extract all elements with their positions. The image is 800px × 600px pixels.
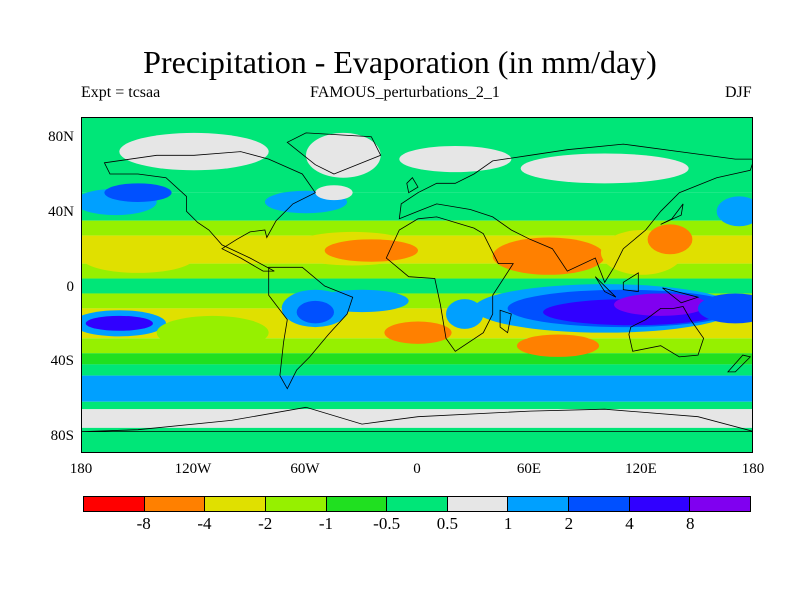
arctic-patch [306,132,381,178]
lat-tick-label: 0 [66,279,75,295]
colorbar-swatch [84,497,145,511]
lat-tick-label: 40N [48,204,74,220]
storm-track [716,196,752,227]
arctic-patch [119,132,269,171]
eurasia-outline [398,143,752,284]
lon-tick-label: 180 [741,461,765,477]
colorbar-swatch [569,497,630,511]
antarctica-outline [82,406,752,433]
britain-outline [406,177,419,194]
zonal-band [82,401,752,410]
madagascar-outline [499,309,512,334]
lon-tick-label: 0 [413,461,421,477]
dry-zone [492,237,605,275]
zonal-band [82,353,752,365]
lon-tick-label: 120E [625,461,657,477]
south-america-outline [268,266,354,390]
colorbar-label: -4 [197,514,212,533]
colorbar-label: 2 [564,514,574,533]
season-label: DJF [725,84,752,101]
lon-tick-label: 180 [69,461,93,477]
precipitation-map [81,117,753,453]
colorbar-label: -0.5 [373,514,401,533]
itcz-band [614,293,708,316]
storm-track [104,183,172,202]
map-field [82,118,752,452]
amazon [296,300,334,324]
colorbar-label: 1 [503,514,513,533]
lat-tick-label: 80S [50,428,74,444]
colorbar-label: 0.5 [436,514,458,533]
chart-title: Precipitation - Evaporation (in mm/day) [143,44,657,80]
lon-tick-label: 120W [174,461,212,477]
sumatra-outline [594,276,617,298]
japan-outline [660,203,684,225]
colorbar-label: 4 [625,514,634,533]
zonal-band [82,364,752,376]
new-zealand-outline [727,354,752,373]
zonal-band [82,375,752,402]
southern-dry [384,321,452,344]
lon-tick-label: 60W [290,461,320,477]
new-guinea-outline [662,287,700,304]
greenland-outline [286,132,382,175]
experiment-label: Expt = tcsaa [81,84,161,101]
dry-zone [647,224,693,255]
africa-outline [385,216,514,352]
colorbar [83,496,751,512]
north-america-outline [103,151,316,272]
itcz-band [698,293,752,324]
arctic-patch [520,153,689,184]
colorbar-swatch [690,497,751,511]
colorbar-swatch [326,497,388,511]
dry-zone [82,243,194,273]
colorbar-swatch [387,497,448,511]
colorbar-label: -8 [136,514,151,533]
southern-dry [156,315,269,350]
africa-wet [446,299,484,329]
zonal-band [82,409,752,428]
arctic-patch [399,146,512,173]
colorbar-label: 8 [686,514,695,533]
spcz [85,315,153,331]
borneo-outline [622,272,639,293]
storm-track [315,185,353,201]
lat-tick-label: 40S [50,353,74,369]
zonal-band [82,192,752,221]
southern-dry [516,334,600,357]
colorbar-swatch [629,497,691,511]
colorbar-swatch [205,497,266,511]
colorbar-swatch [144,497,206,511]
run-name-label: FAMOUS_perturbations_2_1 [310,84,500,101]
lon-tick-label: 60E [516,461,542,477]
australia-outline [628,306,705,358]
colorbar-swatch [265,497,327,511]
colorbar-swatch [447,497,509,511]
colorbar-swatch [508,497,570,511]
colorbar-label: -1 [318,514,333,533]
lat-tick-label: 80N [48,129,74,145]
colorbar-label: -2 [258,514,273,533]
dry-zone [324,239,418,262]
